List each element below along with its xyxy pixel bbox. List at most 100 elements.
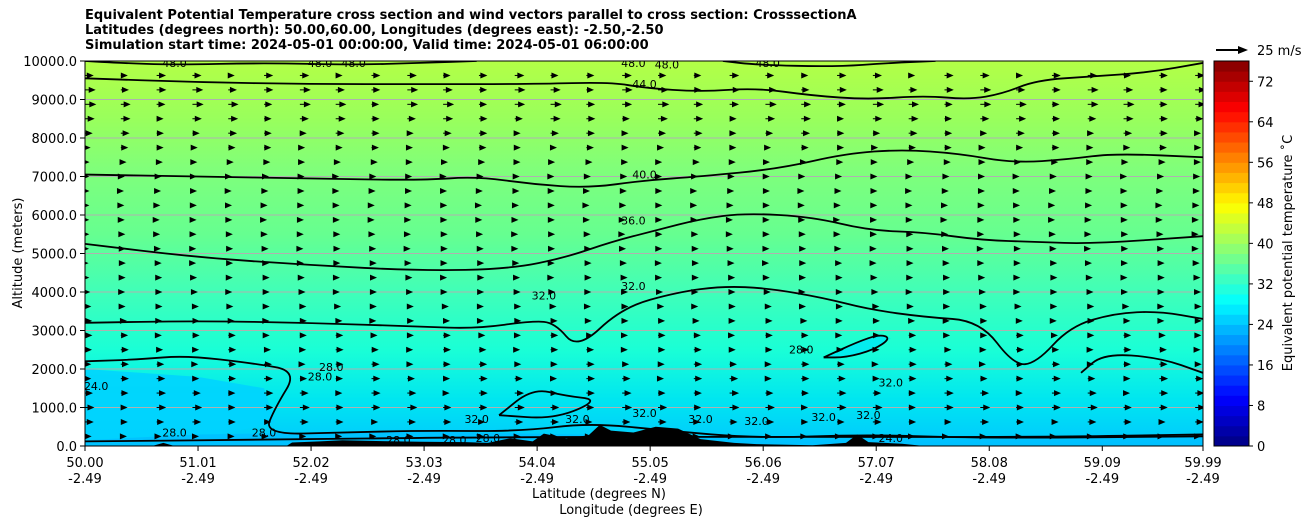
wind-vector-head bbox=[517, 72, 525, 79]
wind-vector-head bbox=[940, 202, 948, 209]
wind-vector-head bbox=[299, 303, 307, 310]
wind-vector-head bbox=[337, 130, 345, 137]
wind-vector-head bbox=[1194, 332, 1202, 339]
wind-vector-head bbox=[803, 115, 811, 122]
wind-vector-head bbox=[619, 260, 627, 267]
wind-vector-head bbox=[190, 274, 198, 281]
wind-vector-head bbox=[1157, 289, 1165, 295]
wind-vector-head bbox=[1089, 115, 1097, 122]
wind-vector-head bbox=[656, 289, 664, 295]
wind-vector-head bbox=[85, 189, 90, 193]
wind-vector-head bbox=[225, 274, 233, 281]
wind-vector-head bbox=[872, 317, 880, 324]
wind-vector-head bbox=[333, 159, 341, 166]
wind-vector-head bbox=[690, 187, 698, 194]
wind-vector-head bbox=[476, 317, 484, 324]
wind-vector-head bbox=[1198, 404, 1203, 411]
wind-vector-head bbox=[940, 216, 948, 223]
wind-vector-head bbox=[728, 289, 736, 295]
colorbar-tick-label: 24 bbox=[1257, 318, 1274, 333]
wind-vector-head bbox=[1051, 418, 1059, 425]
wind-vector-head bbox=[332, 274, 340, 281]
wind-vector-head bbox=[478, 418, 486, 425]
wind-vector-head bbox=[762, 231, 770, 238]
wind-vector-head bbox=[1192, 202, 1200, 209]
wind-vector-head bbox=[1196, 115, 1203, 122]
wind-vector-head bbox=[1013, 231, 1021, 238]
wind-vector-head bbox=[623, 375, 631, 382]
wind-vector-head bbox=[732, 390, 740, 397]
wind-vector-head bbox=[797, 187, 805, 194]
wind-vector-head bbox=[367, 202, 375, 209]
wind-vector-head bbox=[411, 101, 419, 108]
wind-vector-head bbox=[1018, 86, 1026, 93]
wind-vector-head bbox=[1049, 187, 1057, 194]
wind-vector-head bbox=[1120, 274, 1128, 281]
wind-vector-head bbox=[512, 260, 520, 267]
wind-vector-head bbox=[625, 101, 633, 108]
wind-vector-head bbox=[478, 332, 486, 339]
wind-vector-head bbox=[477, 289, 485, 295]
wind-vector-head bbox=[982, 390, 990, 397]
wind-vector-head bbox=[694, 72, 702, 79]
x-tick-label-lon: -2.49 bbox=[746, 472, 780, 487]
contour-label: 32.0 bbox=[744, 415, 769, 428]
wind-vector-head bbox=[942, 245, 950, 252]
wind-vector-head bbox=[407, 375, 415, 382]
wind-vector-head bbox=[1157, 274, 1165, 281]
wind-vector-head bbox=[299, 346, 307, 353]
wind-vector-head bbox=[405, 144, 413, 151]
wind-vector-head bbox=[118, 303, 126, 310]
wind-vector-head bbox=[229, 375, 237, 382]
wind-vector-head bbox=[909, 375, 917, 382]
contour-line-28.0 bbox=[823, 334, 889, 359]
wind-vector-head bbox=[260, 202, 268, 209]
wind-vector-head bbox=[729, 144, 737, 151]
wind-vector-head bbox=[410, 404, 418, 411]
wind-vector-head bbox=[332, 289, 340, 295]
wind-vector-head bbox=[1013, 274, 1021, 281]
wind-vector-head bbox=[158, 101, 166, 108]
wind-vector-head bbox=[480, 404, 488, 411]
wind-vector-head bbox=[301, 418, 309, 425]
wind-vector-head bbox=[943, 303, 951, 310]
wind-vector-head bbox=[1016, 144, 1024, 151]
wind-vector-head bbox=[977, 187, 985, 194]
wind-vector-head bbox=[373, 72, 381, 79]
wind-vector-head bbox=[764, 375, 772, 382]
terrain bbox=[85, 424, 1203, 446]
colorbar-segment bbox=[1214, 152, 1249, 163]
x-tick-label-lon: -2.49 bbox=[68, 472, 102, 487]
wind-vector-head bbox=[1089, 418, 1097, 425]
wind-vector-head bbox=[869, 231, 877, 238]
wind-vector-head bbox=[263, 159, 271, 166]
wind-vector-head bbox=[1050, 260, 1058, 267]
x-tick-label-lat: 51.01 bbox=[179, 456, 216, 471]
wind-vector-head bbox=[1120, 187, 1128, 194]
y-tick-label: 0.0 bbox=[56, 440, 77, 455]
x-axis-label-lat: Latitude (degrees N) bbox=[532, 487, 666, 502]
wind-vector-head bbox=[587, 404, 595, 411]
wind-vector-head bbox=[977, 260, 985, 267]
wind-vector-head bbox=[1053, 361, 1061, 368]
wind-vector-head bbox=[406, 303, 414, 310]
wind-vector-head bbox=[296, 216, 304, 223]
wind-vector-head bbox=[474, 202, 482, 209]
y-tick-label: 4000.0 bbox=[32, 286, 78, 301]
colorbar-segment bbox=[1214, 354, 1249, 366]
wind-vector-head bbox=[691, 231, 699, 238]
wind-vector-head bbox=[946, 375, 954, 382]
wind-vector-head bbox=[694, 390, 702, 397]
wind-vector-head bbox=[905, 202, 913, 209]
wind-vector-head bbox=[297, 202, 305, 209]
wind-vector-head bbox=[85, 203, 90, 208]
wind-vector-head bbox=[224, 187, 232, 194]
wind-vector-head bbox=[85, 390, 93, 397]
x-tick-label-lon: -2.49 bbox=[859, 472, 893, 487]
wind-vector-head bbox=[443, 375, 451, 382]
wind-vector-head bbox=[443, 361, 451, 368]
wind-vector-head bbox=[406, 361, 414, 368]
wind-vector-head bbox=[1019, 115, 1027, 122]
wind-vector-head bbox=[189, 202, 197, 209]
wind-vector-head bbox=[691, 303, 699, 310]
